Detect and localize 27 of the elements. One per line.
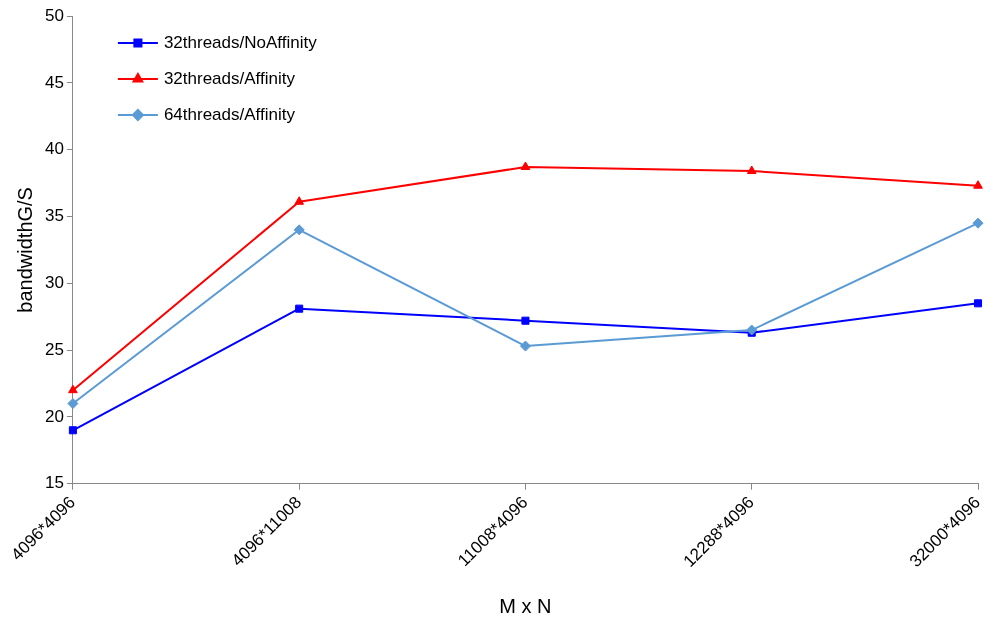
y-tick-label: 40 bbox=[44, 139, 64, 159]
y-tick-label: 50 bbox=[44, 5, 64, 25]
legend-label: 32threads/Affinity bbox=[163, 68, 296, 88]
y-tick-label: 25 bbox=[44, 339, 64, 359]
x-axis-title: M x N bbox=[499, 594, 552, 617]
point bbox=[519, 340, 531, 352]
point bbox=[973, 299, 983, 308]
point bbox=[293, 224, 305, 236]
y-axis-title: bandwidthG/S bbox=[13, 187, 36, 313]
point bbox=[67, 398, 79, 410]
point bbox=[68, 426, 77, 435]
y-tick-label: 30 bbox=[44, 272, 64, 292]
point bbox=[294, 196, 305, 205]
point bbox=[746, 165, 757, 175]
point bbox=[295, 304, 304, 313]
point bbox=[521, 316, 530, 325]
legend-label: 64threads/Affinity bbox=[163, 104, 296, 124]
point bbox=[973, 180, 983, 189]
y-tick-label: 20 bbox=[44, 406, 64, 426]
legend-label: 32threads/NoAffinity bbox=[163, 32, 318, 52]
y-tick-label: 35 bbox=[44, 206, 64, 226]
point bbox=[520, 161, 531, 171]
point bbox=[972, 217, 984, 229]
y-tick-label: 15 bbox=[44, 473, 64, 493]
point bbox=[68, 384, 78, 394]
point bbox=[746, 324, 758, 336]
y-tick-label: 45 bbox=[44, 72, 64, 92]
